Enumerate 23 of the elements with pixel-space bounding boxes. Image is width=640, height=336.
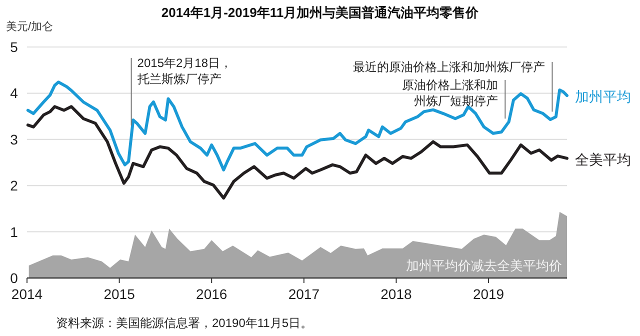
annotation: 原油价格上涨和加州炼厂短期停产	[402, 78, 498, 108]
x-tick-label: 2018	[380, 286, 412, 302]
x-tick-label: 2014	[11, 286, 43, 302]
chart-title: 2014年1月-2019年11月加州与美国普通汽油平均零售价	[161, 5, 480, 20]
y-tick-label: 4	[10, 85, 18, 102]
y-tick-label: 2	[10, 178, 18, 194]
x-tick-label: 2015	[104, 286, 136, 302]
annotation: 2015年2月18日，托兰斯炼厂停产	[130, 56, 232, 126]
series-label: 全美平均	[575, 151, 631, 168]
y-tick-label: 5	[10, 39, 18, 55]
annotation: 2015年2月18日，托兰斯炼厂停产	[136, 56, 232, 86]
x-tick-label: 2019	[472, 286, 504, 302]
y-tick-label: 0	[10, 270, 18, 286]
x-tick-label: 2016	[196, 286, 228, 302]
annotation: 最近的原油价格上涨和加州炼厂停产	[353, 60, 546, 74]
y-axis-title: 美元/加仑	[6, 20, 54, 33]
y-tick-label: 1	[10, 224, 18, 240]
x-tick-label: 2017	[288, 286, 320, 302]
text: 资料来源：美国能源信息署，20190年11月5日。	[56, 316, 312, 330]
series-label: 加州平均	[575, 88, 631, 105]
annotation: 原油价格上涨和加州炼厂短期停产	[402, 78, 506, 120]
y-tick-label: 3	[10, 131, 18, 148]
series-label: 加州平均价减去全美平均价	[406, 258, 562, 273]
